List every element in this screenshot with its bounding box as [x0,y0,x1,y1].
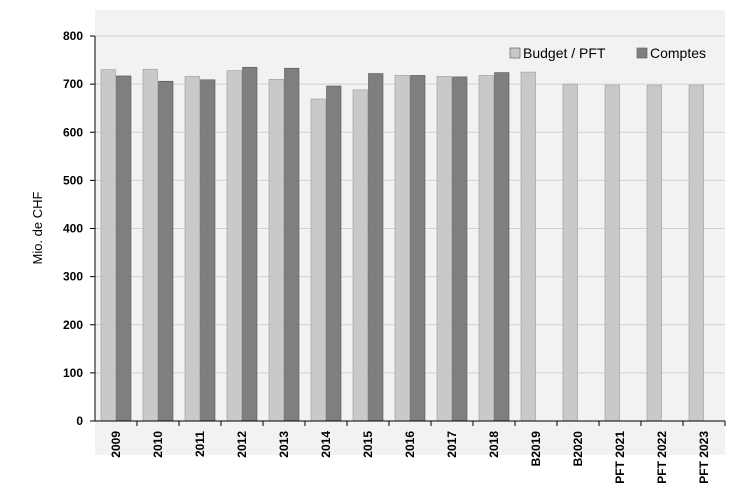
x-tick-label: 2010 [151,431,165,458]
x-tick-label: 2009 [109,431,123,458]
bar-comptes [200,79,216,422]
bar-budget-pft [142,68,158,422]
x-tick-label: PFT 2023 [697,431,711,484]
y-axis-label: Mio. de CHF [30,191,45,264]
bar-budget-pft [100,69,116,422]
bar-comptes [326,85,342,422]
x-tick-label: B2019 [529,431,543,467]
x-tick-label: 2011 [193,431,207,457]
bar-budget-pft [352,89,368,422]
bar-comptes [410,75,426,422]
x-tick-label: 2017 [445,431,459,458]
x-tick-label: 2012 [235,431,249,458]
legend-swatch [636,47,648,59]
bar-comptes [116,75,132,422]
x-tick-label: 2013 [277,431,291,458]
legend-swatch [509,47,521,59]
bar-budget-pft [688,84,704,422]
x-tick-label: 2014 [319,431,333,458]
x-tick-label: 2018 [487,431,501,458]
bar-comptes [368,73,384,422]
bar-budget-pft [394,75,410,422]
x-tick-labels: 2009 2010 2011 2012 2013 2014 2015 2016 2017 2018… [109,431,711,484]
legend-label: Budget / PFT [523,45,606,61]
x-tick-label: PFT 2021 [613,431,627,484]
y-tick-label: 300 [63,270,83,284]
bars [100,66,726,426]
bar-budget-pft [436,76,452,422]
y-tick-label: 500 [63,173,83,187]
legend-label: Comptes [650,45,706,61]
bar-budget-pft [562,83,578,422]
y-tick-labels: 0 100 200 300 400 500 600 700 800 [63,29,95,428]
y-tick-label: 600 [63,125,83,139]
y-tick-label: 100 [63,366,83,380]
bar-budget-pft [184,76,200,422]
bar-comptes [452,76,468,422]
x-tick-label: PFT 2022 [655,431,669,484]
bar-budget-pft [268,79,284,422]
grid-lines [95,35,725,374]
bar-comptes [242,66,258,422]
y-tick-label: 400 [63,222,83,236]
y-tick-label: 700 [63,77,83,91]
y-tick-label: 0 [76,414,83,428]
bar-budget-pft [226,70,242,422]
bar-budget-pft [310,98,326,422]
x-tick-label: 2015 [361,431,375,458]
y-tick-label: 200 [63,318,83,332]
bar-budget-pft [478,75,494,422]
y-tick-label: 800 [63,29,83,43]
bar-comptes [284,67,300,422]
bar-comptes [158,80,174,422]
bar-comptes [494,72,510,422]
legend: Budget / PFT Comptes [509,45,706,61]
x-tick-label: B2020 [571,431,585,467]
bar-budget-pft [604,84,620,422]
bar-budget-pft [520,71,536,422]
x-tick-label: 2016 [403,431,417,458]
bar-budget-pft [646,84,662,422]
